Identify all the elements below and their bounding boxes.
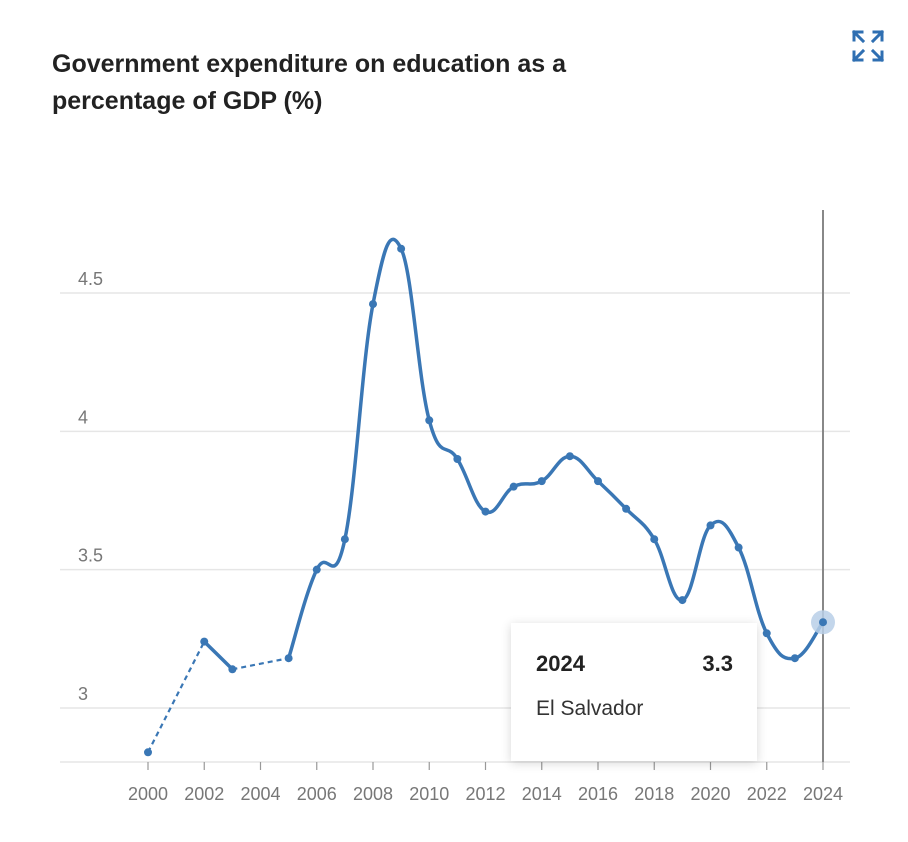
data-point[interactable] — [509, 482, 518, 491]
tooltip-year: 2024 — [536, 651, 585, 676]
data-point[interactable] — [397, 244, 406, 253]
expand-arrows-icon — [851, 29, 885, 63]
y-tick-label: 4 — [78, 407, 88, 427]
x-tick-label: 2014 — [522, 784, 562, 804]
data-point[interactable] — [144, 748, 152, 757]
x-tick-label: 2010 — [409, 784, 449, 804]
data-point[interactable] — [650, 535, 659, 544]
x-axis: 2000 2002 2004 2006 2008 2010 2012 2014 2016 2018… — [128, 762, 843, 804]
x-tick-label: 2012 — [465, 784, 505, 804]
series-gap-segment — [232, 657, 289, 671]
data-point[interactable] — [622, 504, 631, 513]
series-line — [286, 237, 825, 661]
data-point[interactable] — [425, 416, 434, 425]
data-point[interactable] — [312, 565, 321, 574]
data-point[interactable] — [453, 455, 462, 463]
data-point[interactable] — [369, 300, 377, 309]
tooltip: 2024 3.3 El Salvador — [511, 623, 757, 761]
x-tick-label: 2000 — [128, 784, 168, 804]
data-point[interactable] — [678, 596, 687, 605]
series-line — [202, 639, 235, 672]
x-tick-label: 2024 — [803, 784, 843, 804]
expand-icon[interactable] — [848, 26, 888, 66]
data-point[interactable] — [537, 477, 546, 486]
data-point[interactable] — [706, 521, 715, 530]
x-tick-label: 2002 — [184, 784, 224, 804]
x-tick-label: 2018 — [634, 784, 674, 804]
x-tick-label: 2008 — [353, 784, 393, 804]
data-point[interactable] — [340, 535, 349, 544]
x-tick-label: 2016 — [578, 784, 618, 804]
data-point[interactable] — [594, 477, 602, 486]
series-el-salvador — [144, 237, 835, 757]
tooltip-country: El Salvador — [536, 697, 644, 720]
x-tick-label: 2022 — [747, 784, 787, 804]
data-point[interactable] — [228, 665, 237, 674]
x-tick-label: 2004 — [240, 784, 280, 804]
data-point[interactable] — [790, 654, 799, 663]
y-tick-label: 3 — [78, 684, 88, 704]
y-tick-label: 4.5 — [78, 269, 103, 289]
data-point[interactable] — [200, 637, 209, 646]
x-tick-label: 2006 — [297, 784, 337, 804]
series-gap-segment — [147, 641, 206, 753]
x-tick-label: 2020 — [690, 784, 730, 804]
y-tick-label: 3.5 — [78, 546, 103, 566]
y-axis: 3 3.5 4 4.5 — [78, 269, 103, 704]
data-point[interactable] — [565, 452, 574, 461]
data-point[interactable] — [481, 507, 490, 516]
data-point[interactable] — [819, 618, 827, 627]
data-point[interactable] — [284, 654, 293, 663]
data-point[interactable] — [734, 543, 743, 552]
chart-title: Government expenditure on education as a… — [52, 50, 567, 115]
tooltip-value: 3.3 — [702, 651, 733, 676]
data-point[interactable] — [762, 629, 771, 638]
